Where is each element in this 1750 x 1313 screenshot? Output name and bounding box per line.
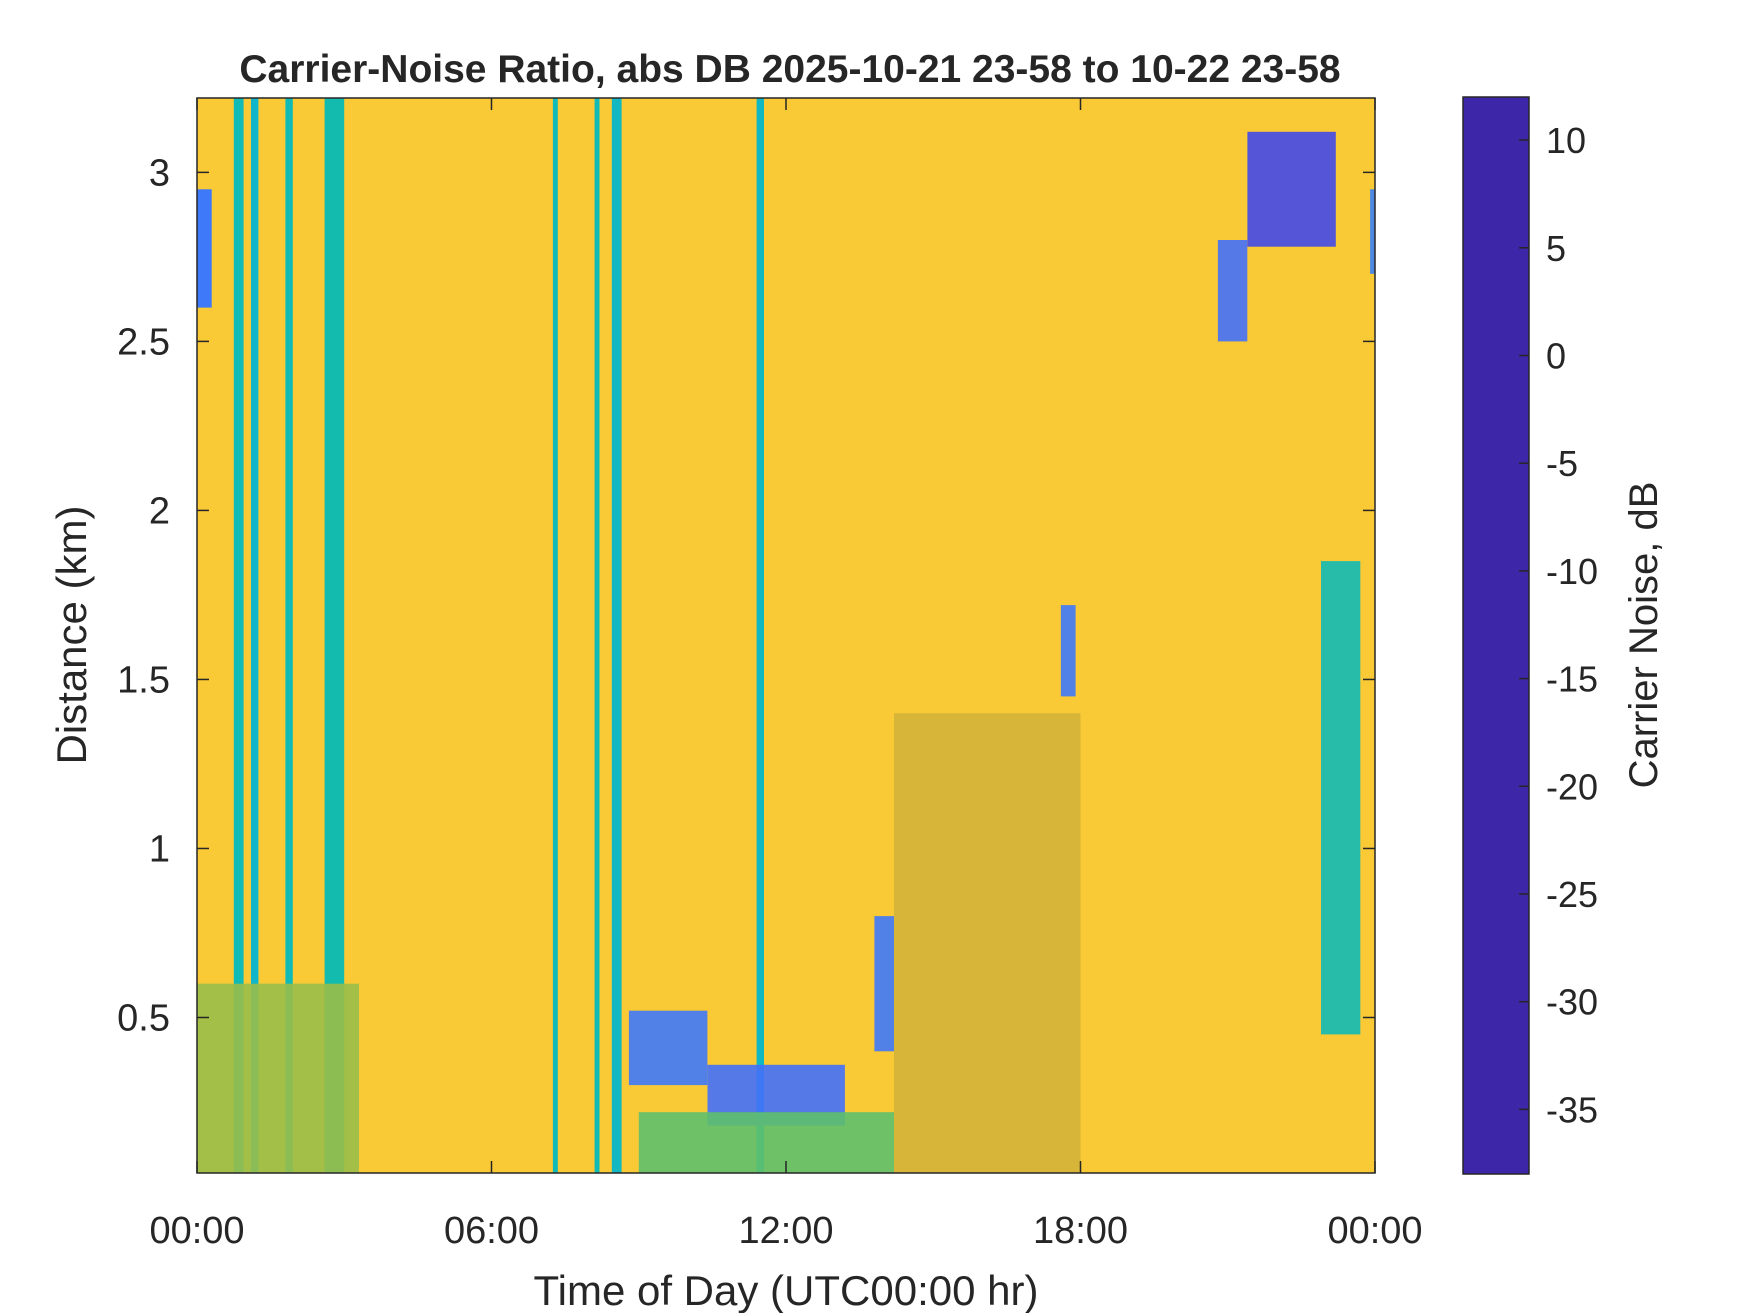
colorbar-tick-label: -30 — [1546, 982, 1598, 1023]
y-tick-label: 2 — [149, 490, 170, 532]
x-tick-label: 06:00 — [444, 1210, 539, 1252]
x-tick-label: 12:00 — [738, 1210, 833, 1252]
colorbar-gradient — [1462, 96, 1530, 1175]
heatmap-cell-patch — [894, 713, 1081, 1173]
x-tick-label: 00:00 — [1327, 1210, 1422, 1252]
colorbar-tick-label: -15 — [1546, 659, 1598, 700]
heatmap-cell-column — [611, 98, 622, 1173]
colorbar-tick-label: 5 — [1546, 228, 1566, 269]
x-tick-label: 00:00 — [149, 1210, 244, 1252]
colorbar-tick-label: -10 — [1546, 551, 1598, 592]
y-tick-label: 3 — [149, 152, 170, 194]
colorbar-tick-label: -5 — [1546, 443, 1578, 484]
colorbar-tick-label: -20 — [1546, 766, 1598, 807]
heatmap-cell-patch — [1217, 240, 1248, 342]
heatmap-cell-patch — [1060, 605, 1076, 697]
x-axis-label: Time of Day (UTC00:00 hr) — [534, 1267, 1039, 1313]
colorbar: 10 5 0 -5 -10 -15 -20 -25 -30 -35 Carrier Noise, … — [1462, 96, 1666, 1175]
y-tick-label: 0.5 — [117, 997, 170, 1039]
y-tick-label: 1 — [149, 828, 170, 870]
heatmap-cell-column — [552, 98, 558, 1173]
colorbar-ticks: 10 5 0 -5 -10 -15 -20 -25 -30 -35 — [1519, 120, 1598, 1130]
y-axis: 0.5 1 1.5 2 2.5 3 — [117, 152, 1375, 1039]
colorbar-tick-label: -35 — [1546, 1089, 1598, 1130]
heatmap-cell-column — [285, 98, 293, 1173]
heatmap-cell-patch — [628, 1010, 708, 1086]
heatmap-cell-column — [756, 98, 764, 1173]
colorbar-label: Carrier Noise, dB — [1622, 482, 1666, 789]
heatmap-cell-column — [197, 189, 212, 308]
heatmap-cell-patch — [1247, 131, 1336, 247]
y-tick-label: 2.5 — [117, 321, 170, 363]
colorbar-tick-label: 0 — [1546, 335, 1566, 376]
colorbar-tick-label: 10 — [1546, 120, 1586, 161]
heatmap-cell-column — [324, 98, 345, 1173]
y-axis-label: Distance (km) — [48, 505, 95, 764]
colorbar-tick-label: -25 — [1546, 874, 1598, 915]
heatmap-cell-patch — [1321, 561, 1361, 1035]
x-axis: 00:00 06:00 12:00 18:00 00:00 — [149, 98, 1423, 1252]
heatmap-cell-patch — [1370, 189, 1375, 274]
heatmap-plot-area — [196, 97, 1376, 1174]
chart-title: Carrier-Noise Ratio, abs DB 2025-10-21 2… — [239, 48, 1340, 91]
heatmap-background — [197, 98, 1375, 1173]
heatmap-cell-patch — [638, 1112, 894, 1173]
y-tick-label: 1.5 — [117, 659, 170, 701]
heatmap-cells — [197, 98, 1375, 1173]
heatmap-cell-column — [251, 98, 259, 1173]
heatmap-cell-patch — [874, 916, 894, 1052]
heatmap-cell-patch — [197, 983, 359, 1173]
heatmap-cell-column — [233, 98, 244, 1173]
x-tick-label: 18:00 — [1033, 1210, 1128, 1252]
heatmap-cell-column — [594, 98, 600, 1173]
